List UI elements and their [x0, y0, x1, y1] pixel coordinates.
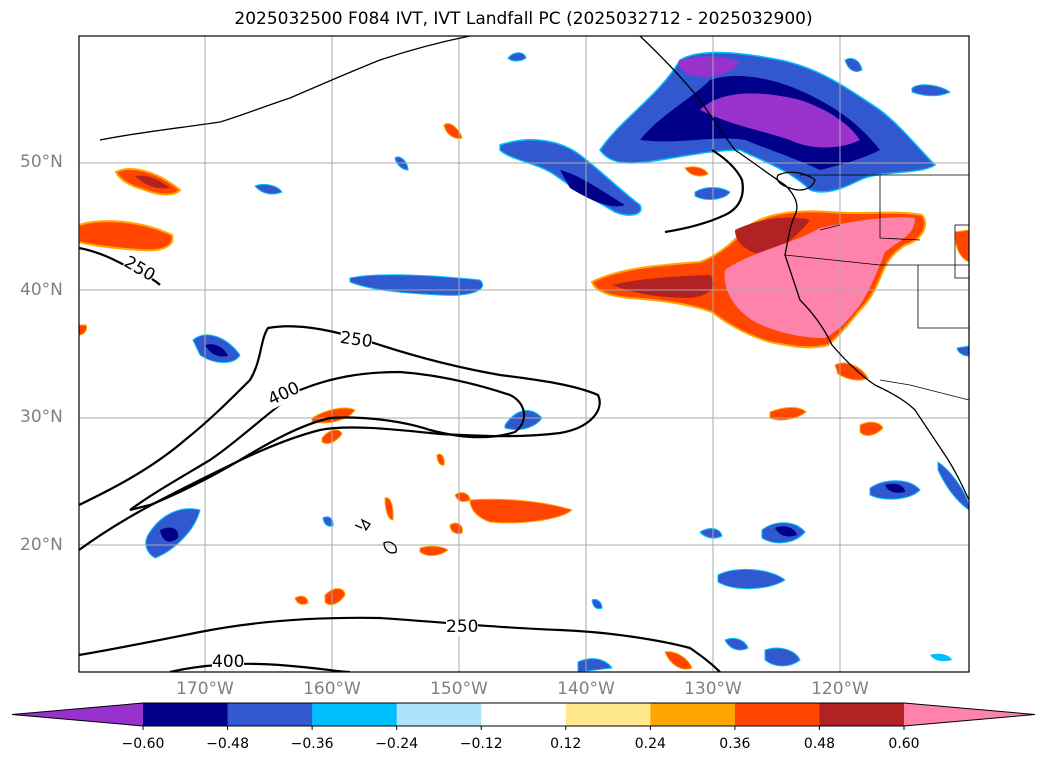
lat-label: 40°N	[20, 280, 63, 300]
positive-anomaly-regions	[79, 123, 969, 670]
colorbar-tick-label: 0.36	[719, 736, 751, 752]
colorbar-tick-label: 0.48	[803, 736, 836, 752]
lon-label: 160°W	[303, 679, 361, 699]
colorbar-tick-label: 0.24	[634, 736, 666, 752]
coastlines	[99, 36, 969, 554]
colorbar-tick-label: −0.60	[121, 736, 165, 752]
colorbar-tick-label: −0.48	[206, 736, 249, 752]
colorbar-tick-label: −0.36	[290, 736, 334, 752]
ivt-contours	[79, 149, 744, 672]
lat-label: 20°N	[20, 535, 63, 555]
map-frame	[78, 35, 970, 673]
lon-label: 120°W	[811, 679, 869, 699]
contour-label: 250	[338, 327, 374, 353]
anomaly-region-north	[678, 56, 740, 77]
negative-anomaly-regions	[145, 51, 969, 672]
state-borders	[784, 174, 969, 401]
lon-label: 150°W	[430, 679, 488, 699]
contour-250-south	[79, 616, 721, 672]
anomaly-region-bc-peak	[700, 93, 860, 148]
lon-label: 140°W	[557, 679, 615, 699]
map-title: 2025032500 F084 IVT, IVT Landfall PC (20…	[234, 9, 813, 29]
lat-label: 30°N	[20, 407, 63, 427]
colorbar-tick-label: −0.24	[375, 736, 419, 752]
contour-250-central	[79, 325, 601, 551]
lon-label: 170°W	[176, 679, 234, 699]
contour-label: 250	[446, 617, 479, 637]
colorbar-tick-label: −0.12	[459, 736, 503, 752]
contour-400-central	[129, 370, 526, 512]
contour-400-south	[169, 662, 351, 672]
contour-label: 400	[212, 652, 245, 672]
colorbar-tick-label: 0.60	[888, 736, 920, 752]
colorbar-tick-label: 0.12	[550, 736, 582, 752]
lon-label: 130°W	[684, 679, 742, 699]
contour-coastal	[664, 149, 744, 234]
lat-label: 50°N	[20, 152, 63, 172]
